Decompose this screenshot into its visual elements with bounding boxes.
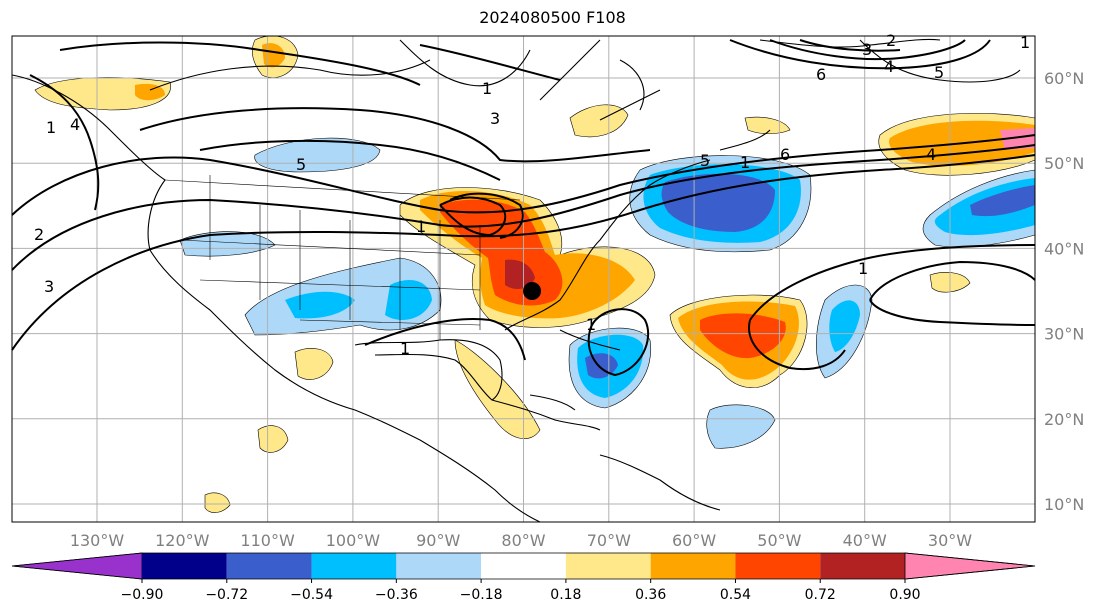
contour-label: 5 <box>700 151 710 170</box>
positive-anomaly-region <box>1000 128 1035 150</box>
negative-anomaly-region <box>706 404 776 449</box>
colorbar: −0.90 −0.72 −0.54 −0.36 −0.18 0.18 0.36 0.54 0.7… <box>11 552 1036 603</box>
contour-label: 3 <box>862 40 872 59</box>
contour-label: 3 <box>44 277 54 296</box>
contour-label: 1 <box>740 153 750 172</box>
latitude-label: 40°N <box>1044 239 1084 258</box>
longitude-label: 80°W <box>501 531 545 550</box>
positive-anomaly-region <box>700 313 786 359</box>
positive-anomaly-region <box>257 425 289 453</box>
colorbar-segment <box>565 553 651 579</box>
contour-label: 6 <box>816 65 826 84</box>
contour-label: 6 <box>780 145 790 164</box>
contour-label: 4 <box>926 145 936 164</box>
contour-label: 5 <box>934 63 944 82</box>
colorbar-tick-label: 0.90 <box>889 587 920 603</box>
positive-anomaly-region <box>454 339 541 439</box>
contour-label: 1 <box>1020 33 1030 52</box>
location-marker <box>523 282 542 300</box>
colorbar-tick-label: 0.72 <box>805 587 836 603</box>
positive-anomaly-region <box>744 116 791 135</box>
positive-anomaly-region <box>204 492 231 513</box>
negative-anomaly-region <box>661 173 775 232</box>
colorbar-extend-low <box>11 552 143 580</box>
contour-labels: 1 2 3 1 3 4 5 1 1 1 2 3 4 5 6 5 6 4 1 1 … <box>34 31 1030 358</box>
colorbar-segment <box>481 553 566 579</box>
contour-label: 1 <box>586 315 596 334</box>
longitude-label: 90°W <box>416 531 460 550</box>
longitude-label: 50°W <box>757 531 801 550</box>
contour-lines <box>11 39 1036 377</box>
longitude-label: 70°W <box>587 531 631 550</box>
contour-label: 1 <box>416 217 426 236</box>
colorbar-tick-label: −0.36 <box>375 587 418 603</box>
longitude-label: 40°W <box>843 531 887 550</box>
positive-anomaly-region <box>135 83 165 101</box>
colorbar-segment <box>396 553 482 579</box>
colorbar-tick-label: 0.36 <box>635 587 666 603</box>
longitude-label: 30°W <box>928 531 972 550</box>
longitude-labels: 130°W 120°W 110°W 100°W 90°W 80°W 70°W 60°W 50°W… <box>70 531 972 550</box>
positive-anomaly-region <box>294 348 334 380</box>
contour-label: 1 <box>400 339 410 358</box>
colorbar-tick-label: −0.90 <box>121 587 164 603</box>
longitude-label: 100°W <box>326 531 381 550</box>
negative-anomaly-region <box>829 300 860 352</box>
colorbar-tick-label: 0.54 <box>720 587 751 603</box>
latitude-label: 10°N <box>1044 495 1084 514</box>
contour-label: 1 <box>46 118 56 137</box>
positive-anomaly-region <box>505 259 535 290</box>
contour-label: 5 <box>296 155 306 174</box>
longitude-label: 130°W <box>70 531 125 550</box>
negative-anomaly-region <box>385 280 432 320</box>
contour-label: 1 <box>482 79 492 98</box>
latitude-label: 50°N <box>1044 154 1084 173</box>
latitude-label: 60°N <box>1044 69 1084 88</box>
latitude-label: 20°N <box>1044 410 1084 429</box>
colorbar-tick-label: −0.54 <box>290 587 333 603</box>
coastlines <box>11 38 1021 523</box>
colorbar-tick-label: 0.18 <box>550 587 581 603</box>
negative-anomaly-region <box>285 291 355 319</box>
colorbar-segment <box>142 553 227 579</box>
longitude-label: 120°W <box>155 531 210 550</box>
colorbar-segment <box>311 553 397 579</box>
colorbar-extend-high <box>904 552 1036 580</box>
latitude-labels: 60°N 50°N 40°N 30°N 20°N 10°N <box>1044 69 1084 514</box>
contour-label: 2 <box>886 31 896 50</box>
latitude-label: 30°N <box>1044 325 1084 344</box>
graticule <box>12 36 1035 522</box>
map-frame <box>11 35 1036 523</box>
colorbar-segment <box>820 553 905 579</box>
contour-label: 3 <box>490 109 500 128</box>
longitude-label: 110°W <box>240 531 295 550</box>
contour-label: 1 <box>858 259 868 278</box>
colorbar-segment <box>650 553 736 579</box>
colorbar-tick-label: −0.72 <box>205 587 248 603</box>
contour-label: 2 <box>34 225 44 244</box>
colorbar-segment <box>735 553 821 579</box>
negative-anomaly-region <box>970 185 1035 217</box>
contour-label: 4 <box>884 57 894 76</box>
longitude-label: 60°W <box>672 531 716 550</box>
contour-label: 4 <box>70 115 80 134</box>
map-title: 2024080500 F108 <box>479 8 626 27</box>
colorbar-segment <box>226 553 312 579</box>
colorbar-tick-label: −0.18 <box>460 587 503 603</box>
